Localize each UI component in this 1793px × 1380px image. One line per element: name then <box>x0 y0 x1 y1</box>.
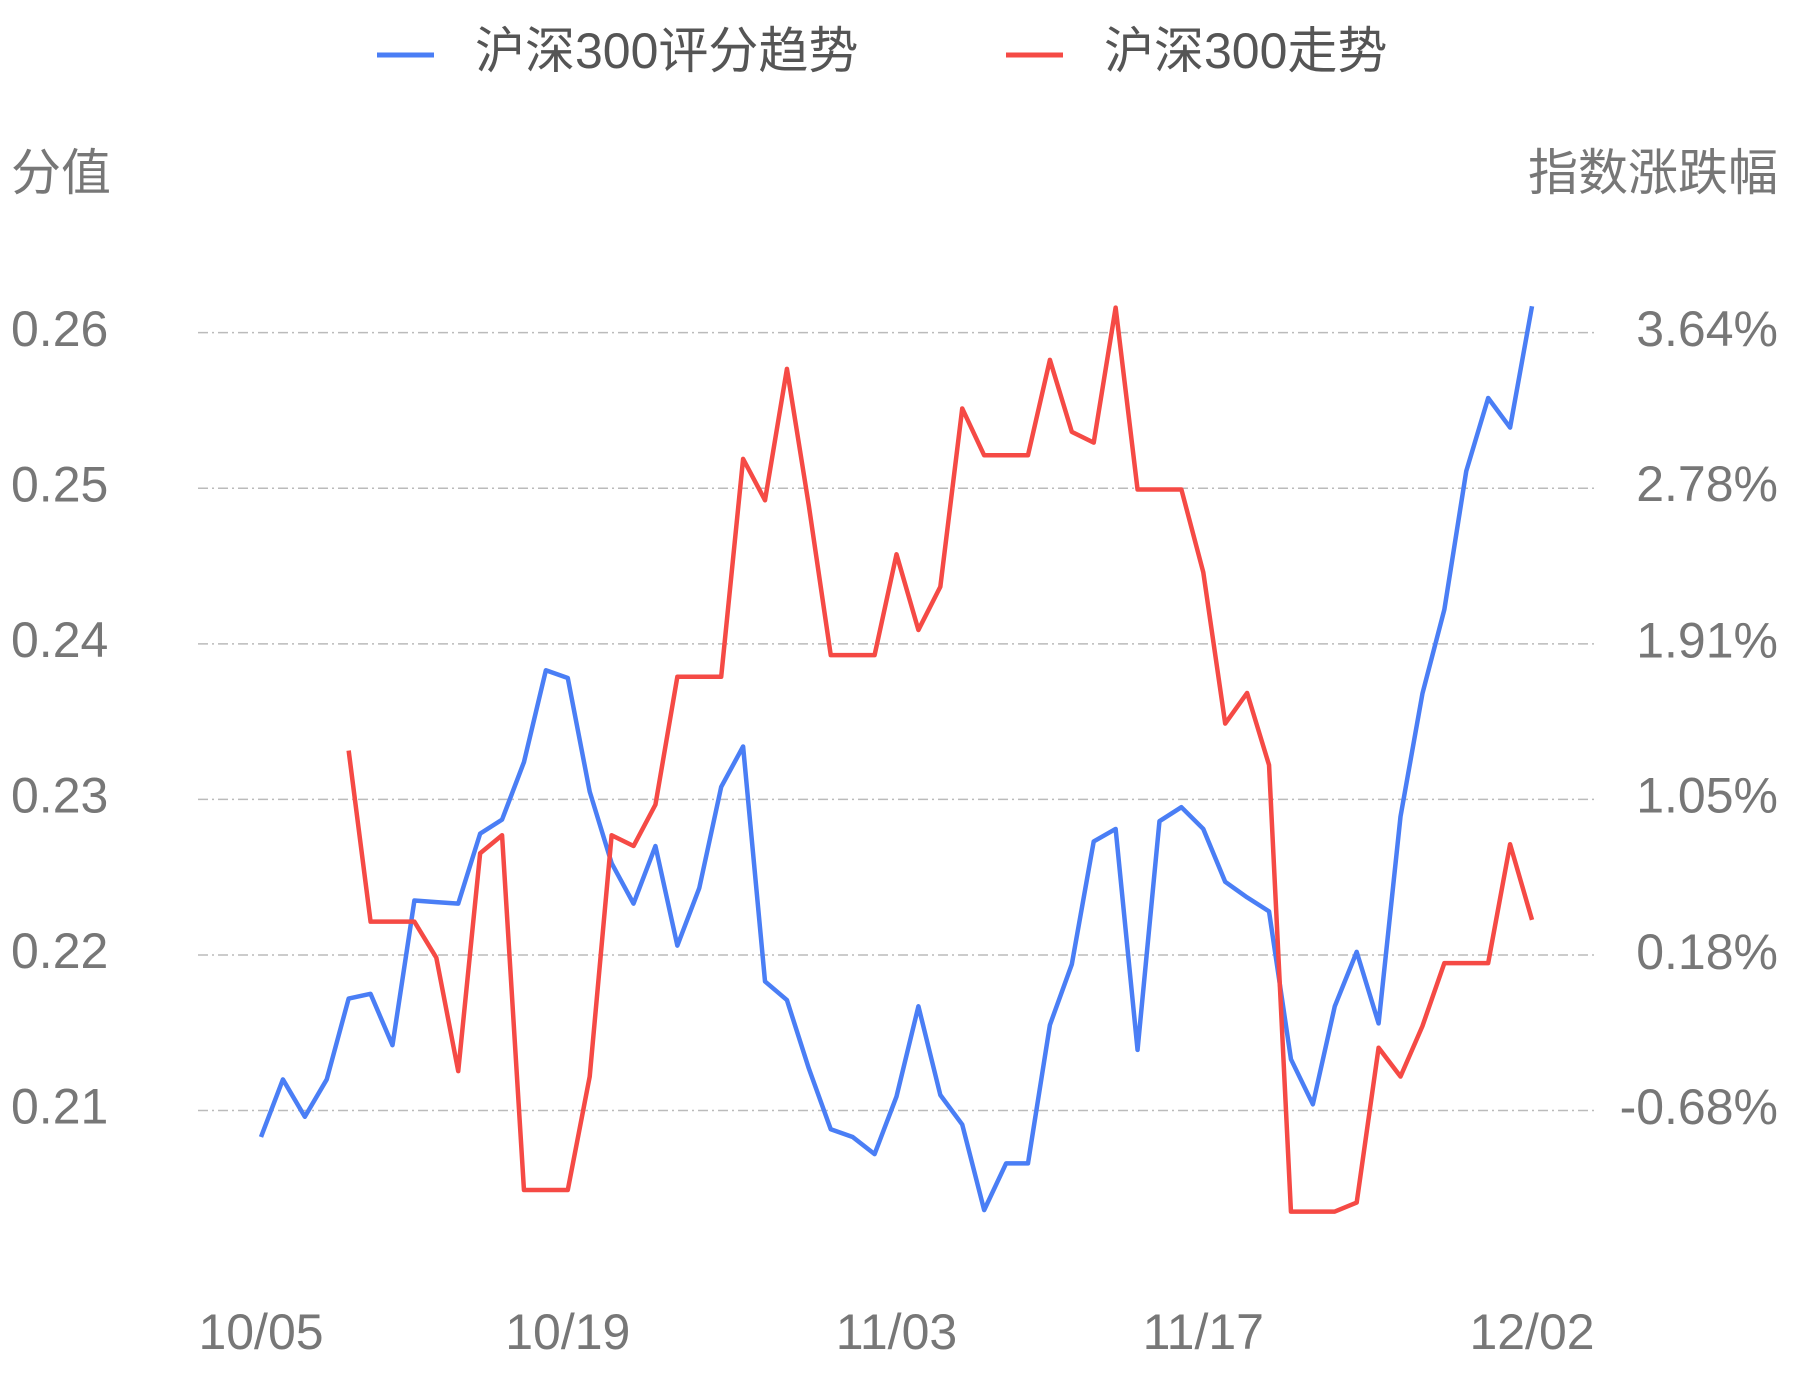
y-tick-label: 0.26 <box>11 301 108 357</box>
y-tick-label: 0.21 <box>11 1079 108 1135</box>
y2-tick-label: 3.64% <box>1636 301 1778 357</box>
x-tick-label: 11/03 <box>836 1304 957 1360</box>
y2-tick-label: -0.68% <box>1620 1079 1778 1135</box>
x-tick-label: 11/17 <box>1143 1304 1264 1360</box>
y2-tick-label: 1.91% <box>1636 613 1778 669</box>
x-tick-label: 10/05 <box>198 1304 323 1360</box>
x-tick-label: 10/19 <box>505 1304 630 1360</box>
y2-tick-label: 0.18% <box>1636 924 1778 980</box>
y-axis-title: 分值 <box>11 145 111 201</box>
y2-tick-label: 2.78% <box>1636 456 1778 512</box>
x-tick-label: 12/02 <box>1469 1304 1594 1360</box>
y-tick-label: 0.23 <box>11 768 108 824</box>
y-tick-label: 0.25 <box>11 456 108 512</box>
y2-tick-label: 1.05% <box>1636 767 1778 823</box>
y-tick-label: 0.22 <box>11 923 108 979</box>
legend-label: 沪深300评分趋势 <box>475 23 858 79</box>
series-line <box>346 305 1535 1214</box>
legend-label: 沪深300走势 <box>1104 23 1387 79</box>
y2-axis-title: 指数涨跌幅 <box>1528 145 1778 201</box>
y-tick-label: 0.24 <box>11 612 108 668</box>
series-line <box>258 305 1535 1213</box>
